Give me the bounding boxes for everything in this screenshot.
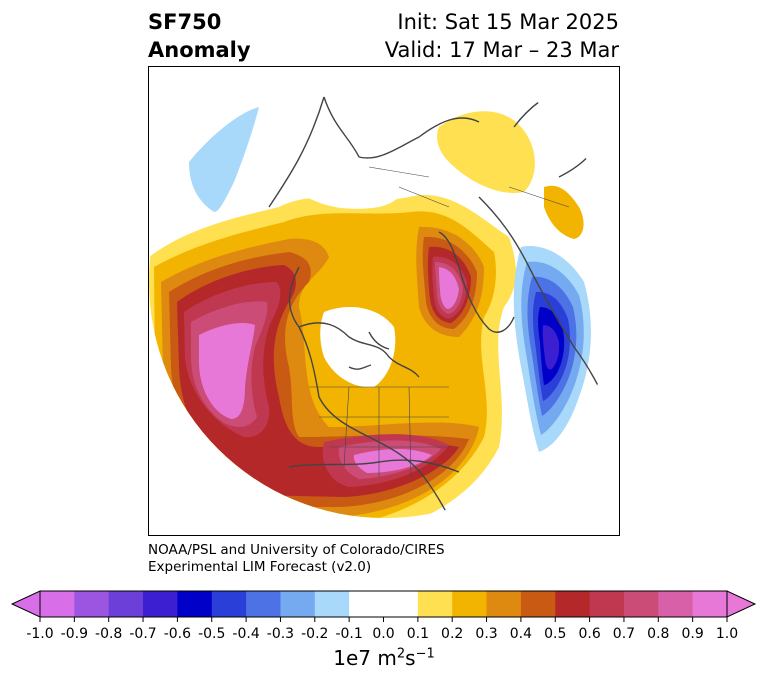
colorbar-bin — [143, 591, 178, 617]
valid-range: Valid: 17 Mar – 23 Mar — [384, 38, 619, 62]
colorbar-tick-label: -0.8 — [95, 626, 123, 642]
colorbar-tick-label: -0.9 — [60, 626, 89, 642]
colorbar-tick-label: -0.6 — [163, 626, 192, 642]
units-exp-m: 2 — [396, 646, 406, 662]
political-borders — [309, 166, 570, 478]
colorbar-bin — [452, 591, 488, 617]
colorbar-tick-label: -0.7 — [129, 626, 157, 642]
colorbar-bin — [417, 591, 453, 617]
map-panel — [148, 66, 620, 536]
title-left: SF750 Anomaly — [148, 8, 251, 64]
negative-anomaly-core — [542, 325, 560, 370]
colorbar-bin — [589, 591, 625, 617]
colorbar-bin — [486, 591, 522, 617]
colorbar-bin — [108, 591, 144, 617]
positive-anomaly-northeast — [437, 111, 535, 193]
colorbar-bin — [280, 591, 316, 617]
init-date: Init: Sat 15 Mar 2025 — [397, 10, 619, 34]
colorbar-tick-label: 0.1 — [406, 626, 429, 642]
colorbar-units: 1e7 m2s−1 — [0, 646, 768, 670]
variable-title: SF750 — [148, 10, 222, 34]
colorbar-tick-label: 1.0 — [715, 626, 739, 642]
colorbar-tick-label: 0.9 — [681, 626, 704, 642]
neutral-arctic-area — [320, 307, 396, 388]
positive-anomaly-pink — [191, 262, 463, 479]
colorbar-tick-label: 0.4 — [509, 626, 533, 642]
credit-text: NOAA/PSL and University of Colorado/CIRE… — [148, 542, 445, 576]
colorbar-bin — [40, 591, 75, 617]
units-s: s — [405, 646, 416, 670]
colorbar-tick-label: 0.5 — [544, 626, 567, 642]
colorbar-tick-label: -1.0 — [26, 626, 54, 642]
colorbar-bin — [211, 591, 247, 617]
colorbar-tick-label: 0.2 — [441, 626, 464, 642]
negative-anomaly-pacific — [189, 107, 259, 212]
anomaly-map — [149, 86, 610, 518]
colorbar-bin — [246, 591, 281, 617]
colorbar-bin — [349, 591, 384, 617]
colorbar-extend-max — [726, 590, 757, 618]
units-base: 1e7 m — [333, 646, 397, 670]
colorbar-tick-label: -0.1 — [335, 626, 363, 642]
colorbar-bin — [383, 591, 419, 617]
neutral-north-area — [295, 150, 413, 209]
colorbar-tick-label: 0.3 — [475, 626, 498, 642]
colorbar-tick-label: -0.4 — [232, 626, 260, 642]
anomaly-contours — [149, 107, 591, 518]
colorbar-ticks: -1.0 -0.9 -0.8 -0.7 -0.6 -0.5 -0.4 -0.3 -0.2 -0.1… — [0, 626, 768, 646]
colorbar-bin — [555, 591, 591, 617]
colorbar — [10, 590, 757, 622]
colorbar-tick-label: -0.5 — [198, 626, 226, 642]
colorbar-tick-label: -0.3 — [266, 626, 295, 642]
colorbar-bin — [520, 591, 556, 617]
colorbar-bin — [692, 591, 728, 617]
units-exp-s: −1 — [415, 646, 435, 662]
colorbar-tick-label: 0.0 — [372, 626, 395, 642]
title-right: Init: Sat 15 Mar 2025 Valid: 17 Mar – 23… — [385, 8, 619, 64]
colorbar-extend-min — [10, 590, 41, 618]
colorbar-bin — [658, 591, 694, 617]
colorbar-tick-label: -0.2 — [301, 626, 329, 642]
positive-anomaly-northeast-gold — [544, 185, 584, 239]
credit-line-2: Experimental LIM Forecast (v2.0) — [148, 559, 372, 575]
colorbar-bin — [177, 591, 213, 617]
colorbar-tick-label: 0.6 — [578, 626, 601, 642]
colorbar-tick-label: 0.7 — [612, 626, 636, 642]
colorbar-bin — [74, 591, 110, 617]
credit-line-1: NOAA/PSL and University of Colorado/CIRE… — [148, 542, 445, 558]
colorbar-tick-label: 0.8 — [647, 626, 670, 642]
anomaly-title: Anomaly — [148, 38, 251, 62]
colorbar-bin — [623, 591, 659, 617]
colorbar-bin — [314, 591, 350, 617]
